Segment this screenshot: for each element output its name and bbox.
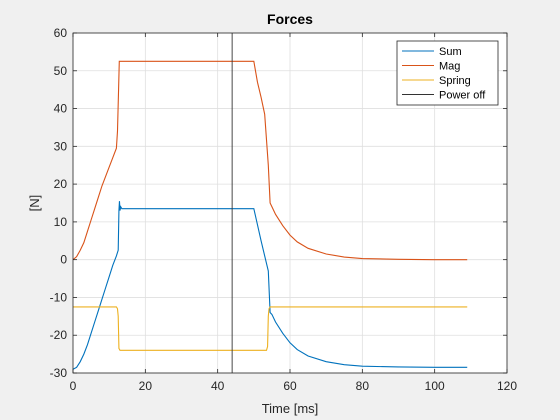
chart-title: Forces	[267, 11, 313, 27]
y-tick-label: 50	[54, 64, 68, 78]
series-lines	[72, 33, 468, 373]
x-axis-label: Time [ms]	[262, 401, 319, 416]
x-tick-label: 40	[211, 379, 225, 393]
x-tick-label: 120	[497, 379, 517, 393]
x-tick-label: 60	[283, 379, 297, 393]
axis-ticks: 0 20 40 60 80 100 120 -30 -20 -10 0 10 20 30 40 50 60	[50, 26, 518, 393]
y-axis-label: [N]	[27, 195, 42, 212]
y-tick-label: -10	[50, 290, 68, 304]
x-tick-label: 0	[70, 379, 77, 393]
series-line-mag	[72, 60, 468, 261]
y-tick-label: -20	[50, 328, 68, 342]
y-tick-label: 60	[54, 26, 68, 40]
legend-entry-sum: Sum	[439, 46, 462, 58]
series-line-spring	[73, 306, 468, 351]
y-tick-label: -30	[50, 366, 68, 380]
y-tick-label: 40	[54, 102, 68, 116]
y-tick-label: 10	[54, 215, 68, 229]
legend-entry-power-off: Power off	[439, 90, 486, 102]
series-line-sum	[72, 201, 468, 370]
y-tick-label: 0	[60, 253, 67, 267]
x-tick-label: 20	[139, 379, 153, 393]
y-tick-label: 30	[54, 139, 68, 153]
legend: Sum Mag Spring Power off	[396, 40, 499, 106]
x-tick-label: 80	[356, 379, 370, 393]
legend-entry-spring: Spring	[439, 75, 471, 87]
y-tick-label: 20	[54, 177, 68, 191]
x-tick-label: 100	[425, 379, 445, 393]
legend-entry-mag: Mag	[439, 61, 460, 73]
